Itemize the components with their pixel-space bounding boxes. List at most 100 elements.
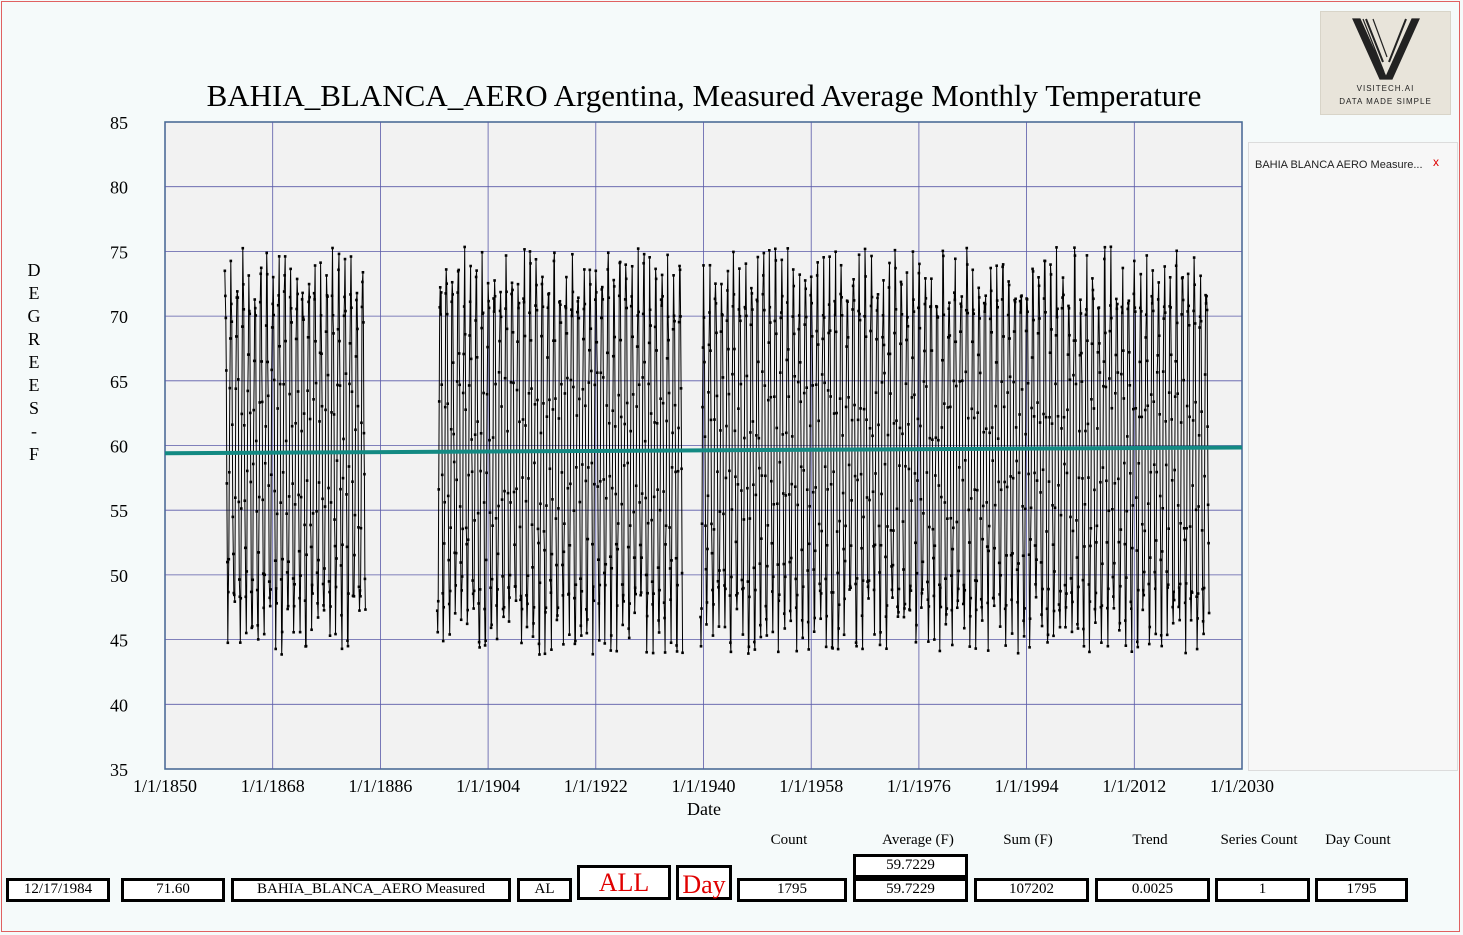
data-point [1109, 245, 1113, 249]
data-point [864, 275, 867, 278]
trend-field: 0.0025 [1095, 878, 1210, 902]
data-point [752, 566, 756, 570]
data-point [851, 308, 854, 311]
data-point [540, 334, 543, 338]
data-point [325, 274, 328, 277]
data-point [233, 600, 237, 603]
data-point [258, 300, 262, 304]
data-point [293, 582, 296, 586]
data-point [995, 264, 998, 268]
data-point [332, 332, 335, 335]
data-point [624, 263, 628, 266]
data-point [1164, 420, 1168, 423]
data-point [246, 353, 250, 356]
x-tick-label: 1/1/1904 [456, 776, 520, 796]
data-point [1030, 406, 1033, 410]
average-field: 59.7229 [853, 878, 968, 902]
data-point [483, 607, 486, 611]
legend-item[interactable]: BAHIA BLANCA AERO Measure... [1255, 159, 1423, 171]
data-point [1164, 463, 1168, 467]
data-point [592, 585, 595, 588]
data-point [335, 557, 338, 560]
data-point [1138, 360, 1142, 364]
data-point [909, 584, 912, 588]
data-point [339, 487, 342, 491]
data-point [1074, 382, 1078, 386]
data-point [631, 335, 634, 339]
data-point [706, 494, 710, 498]
data-point [756, 255, 760, 259]
data-point [1148, 625, 1152, 629]
data-point [1155, 371, 1159, 374]
data-point [962, 583, 966, 587]
data-point [651, 651, 655, 655]
data-point [497, 371, 501, 374]
data-point [858, 312, 861, 316]
data-point [481, 311, 485, 315]
data-point [546, 356, 549, 359]
data-point [879, 631, 882, 634]
code-field[interactable]: AL [517, 878, 572, 902]
data-point [1174, 264, 1178, 268]
series-name-field[interactable]: BAHIA_BLANCA_AERO Measured [231, 878, 511, 902]
data-point [768, 305, 772, 309]
value-field[interactable]: 71.60 [121, 878, 225, 902]
data-point [996, 437, 1000, 440]
data-point [622, 600, 626, 603]
data-point [885, 647, 888, 651]
data-point [333, 518, 336, 521]
data-point [923, 349, 926, 353]
data-point [462, 305, 466, 308]
day-button[interactable]: Day [676, 865, 732, 900]
y-axis-label-letter: R [27, 329, 40, 349]
data-point [532, 622, 535, 625]
data-point [866, 585, 870, 589]
data-point [701, 346, 705, 349]
data-point [315, 571, 319, 574]
data-point [1104, 385, 1108, 389]
data-point [245, 570, 249, 573]
data-point [712, 603, 715, 606]
data-point [925, 385, 928, 388]
data-point [320, 404, 324, 408]
data-point [274, 647, 277, 651]
data-point [475, 356, 479, 359]
data-point [1034, 595, 1038, 599]
date-field[interactable]: 12/17/1984 [6, 878, 110, 902]
data-point [1183, 601, 1187, 605]
data-point [909, 589, 913, 592]
data-point [710, 551, 714, 555]
series-line[interactable] [223, 245, 1211, 656]
data-point [989, 289, 993, 293]
data-point [1118, 629, 1121, 632]
data-point [895, 419, 898, 423]
data-point [253, 298, 257, 301]
data-point [534, 304, 537, 307]
data-point [630, 295, 633, 298]
data-point [1025, 298, 1029, 301]
data-point [599, 371, 603, 375]
y-tick-label: 40 [110, 695, 128, 715]
data-point [620, 583, 624, 586]
data-point [324, 408, 327, 412]
data-point [285, 512, 288, 515]
data-point [917, 306, 920, 310]
data-point [627, 636, 631, 640]
data-point [919, 497, 923, 501]
data-point [783, 627, 787, 630]
data-point [309, 523, 312, 527]
data-point [227, 557, 231, 561]
data-point [1192, 309, 1195, 313]
data-point [356, 327, 359, 331]
data-point [267, 580, 271, 583]
data-point [1196, 617, 1199, 620]
data-point [512, 381, 515, 385]
data-point [223, 269, 227, 273]
data-point [508, 596, 511, 599]
data-point [287, 560, 290, 564]
all-button[interactable]: ALL [577, 865, 671, 900]
data-point [625, 306, 629, 310]
data-point [1046, 633, 1050, 637]
legend-close-button[interactable]: x [1433, 155, 1439, 169]
data-point [969, 596, 973, 600]
